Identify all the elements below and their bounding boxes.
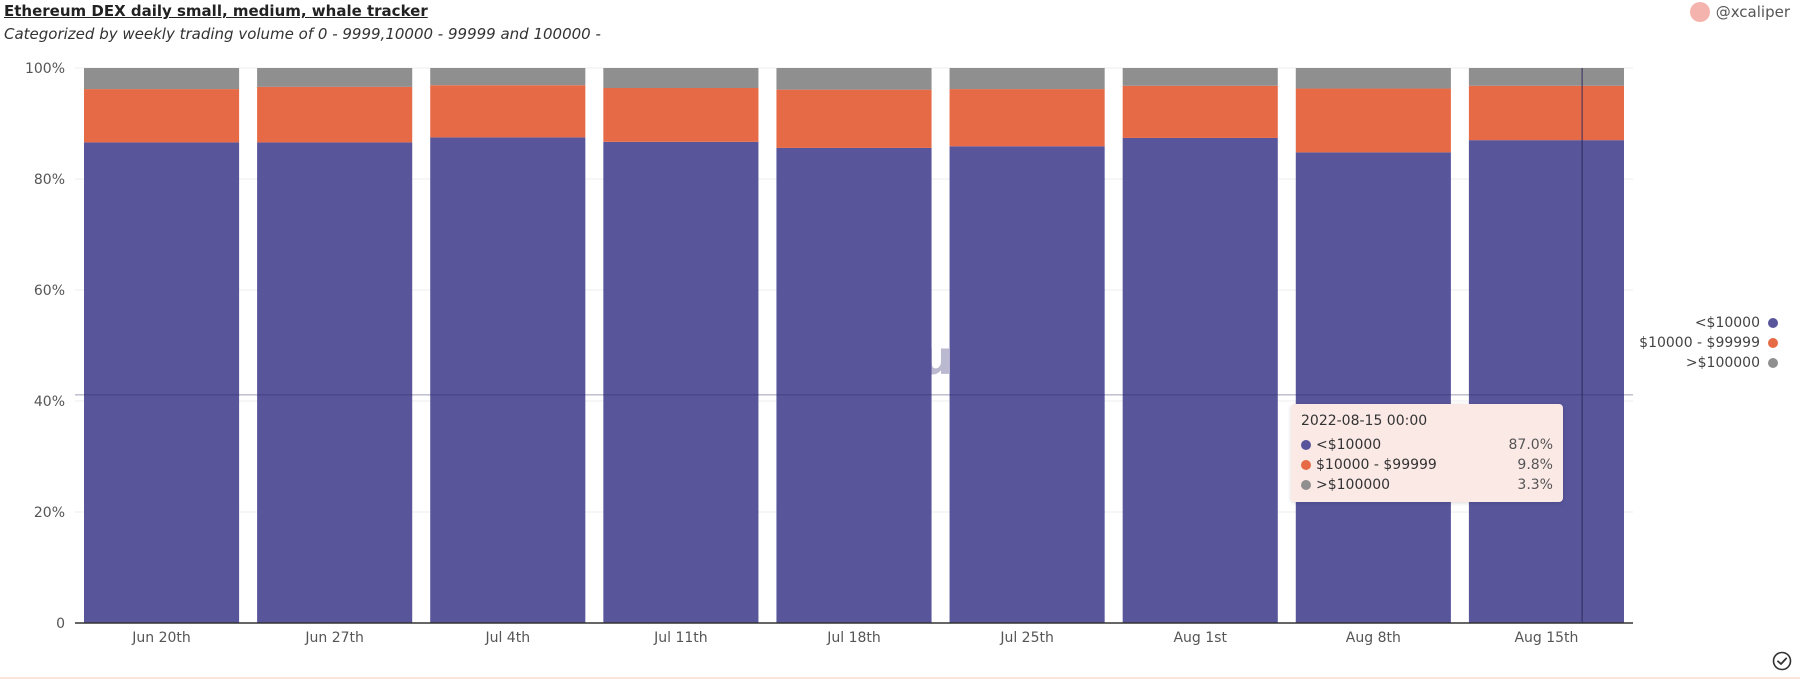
bar-segment[interactable] xyxy=(949,89,1105,147)
chart-title[interactable]: Ethereum DEX daily small, medium, whale … xyxy=(4,2,428,20)
bar-segment[interactable] xyxy=(603,87,759,142)
bar-segment[interactable] xyxy=(776,89,932,148)
bar-segment[interactable] xyxy=(430,85,586,138)
bar-segment[interactable] xyxy=(257,68,413,87)
bar-segment[interactable] xyxy=(949,146,1105,623)
bar-segment[interactable] xyxy=(430,68,586,86)
bar-segment[interactable] xyxy=(257,86,413,143)
bar-segment[interactable] xyxy=(430,137,586,623)
legend-dot-icon xyxy=(1768,318,1778,328)
legend-label: $10000 - $99999 xyxy=(1639,335,1760,351)
chart-tooltip: 2022-08-15 00:00 <$10000 87.0% $10000 - … xyxy=(1291,404,1563,502)
legend: <$10000 $10000 - $99999 >$100000 xyxy=(1639,315,1778,371)
bar-segment[interactable] xyxy=(1295,152,1451,624)
tooltip-value: 9.8% xyxy=(1517,457,1553,473)
bar-segment[interactable] xyxy=(84,89,240,143)
bars xyxy=(84,68,1624,624)
bar-segment[interactable] xyxy=(949,68,1105,90)
y-tick-label: 20% xyxy=(34,505,65,521)
bar-segment[interactable] xyxy=(603,68,759,88)
x-tick-label: Jul 18th xyxy=(826,630,881,646)
bar-segment[interactable] xyxy=(1295,68,1451,89)
legend-item-whale[interactable]: >$100000 xyxy=(1686,355,1778,371)
chart-subtitle: Categorized by weekly trading volume of … xyxy=(4,25,601,43)
tooltip-row: $10000 - $99999 9.8% xyxy=(1301,455,1553,475)
x-tick-label: Jun 20th xyxy=(131,630,191,646)
tooltip-label: $10000 - $99999 xyxy=(1316,457,1437,473)
x-tick-label: Aug 1st xyxy=(1173,630,1227,646)
series-dot-icon xyxy=(1301,440,1311,450)
legend-label: >$100000 xyxy=(1685,355,1760,371)
bar-segment[interactable] xyxy=(603,141,759,623)
x-tick-label: Aug 8th xyxy=(1346,630,1401,646)
legend-item-medium[interactable]: $10000 - $99999 xyxy=(1639,335,1778,351)
y-tick-label: 0 xyxy=(56,616,65,632)
check-circle-icon[interactable] xyxy=(1772,651,1792,671)
bar-segment[interactable] xyxy=(84,68,240,90)
tooltip-label: >$100000 xyxy=(1316,477,1391,493)
y-tick-label: 40% xyxy=(34,394,65,410)
x-tick-label: Jul 11th xyxy=(653,630,708,646)
legend-dot-icon xyxy=(1768,358,1778,368)
bar-segment[interactable] xyxy=(1468,85,1624,141)
bar-segment[interactable] xyxy=(776,147,932,624)
bar-segment[interactable] xyxy=(84,142,240,623)
legend-item-small[interactable]: <$10000 xyxy=(1695,315,1778,331)
bar-segment[interactable] xyxy=(1468,68,1624,86)
x-tick-label: Jul 25th xyxy=(999,630,1054,646)
series-dot-icon xyxy=(1301,460,1311,470)
y-tick-label: 60% xyxy=(34,283,65,299)
tooltip-value: 3.3% xyxy=(1517,477,1553,493)
x-tick-label: Jul 4th xyxy=(484,630,530,646)
crosshair xyxy=(75,68,1633,623)
author-name: @xcaliper xyxy=(1715,3,1790,21)
tooltip-title: 2022-08-15 00:00 xyxy=(1301,413,1428,429)
tooltip-row: <$10000 87.0% xyxy=(1301,435,1553,455)
tooltip-label: <$10000 xyxy=(1316,437,1382,453)
tooltip-value: 87.0% xyxy=(1508,437,1553,453)
bar-segment[interactable] xyxy=(1122,68,1278,86)
y-tick-label: 100% xyxy=(25,61,65,77)
bar-segment[interactable] xyxy=(257,142,413,623)
bar-segment[interactable] xyxy=(1468,140,1624,623)
legend-dot-icon xyxy=(1768,338,1778,348)
x-tick-label: Jun 27th xyxy=(304,630,364,646)
y-tick-label: 80% xyxy=(34,172,65,188)
bar-segment[interactable] xyxy=(1122,137,1278,623)
bar-segment[interactable] xyxy=(1122,85,1278,138)
avatar xyxy=(1689,2,1710,22)
bar-segment[interactable] xyxy=(1295,88,1451,153)
chart-axes: 0 20% 40% 60% 80% 100% Jun 20th Jun 27th Jul 4th… xyxy=(25,61,1633,646)
author-link[interactable]: @xcaliper xyxy=(1689,2,1790,22)
legend-label: <$10000 xyxy=(1694,315,1760,331)
series-dot-icon xyxy=(1301,480,1311,490)
x-tick-label: Aug 15th xyxy=(1514,630,1578,646)
bar-segment[interactable] xyxy=(776,68,932,90)
tooltip-row: >$100000 3.3% xyxy=(1301,475,1553,495)
